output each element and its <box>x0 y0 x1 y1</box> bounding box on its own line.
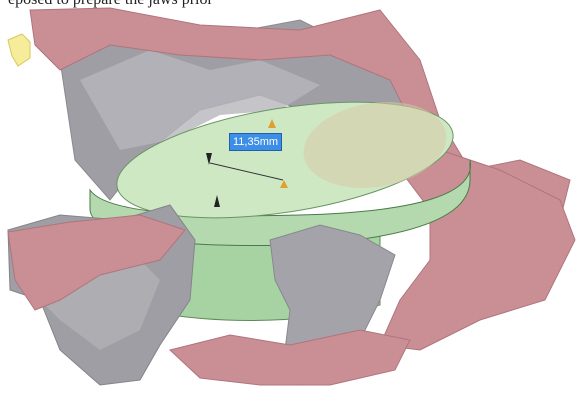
measurement-value-label[interactable]: 11,35mm <box>229 133 283 151</box>
measurement-line <box>209 162 284 181</box>
measurement-arrow-up <box>206 153 212 165</box>
measurement-arrow-down <box>214 195 220 207</box>
gray-tissue-back-shade <box>80 50 320 150</box>
clipped-header-text: eposed to prepare the jaws prior <box>8 0 213 9</box>
implant-top-texture <box>303 102 447 188</box>
pink-tissue-left <box>7 214 186 311</box>
orange-triangle-icon-lower[interactable] <box>280 180 288 188</box>
yellow-arrow-icon <box>7 33 31 67</box>
pink-tissue-bottom <box>168 329 411 386</box>
orange-triangle-icon[interactable] <box>268 119 276 128</box>
